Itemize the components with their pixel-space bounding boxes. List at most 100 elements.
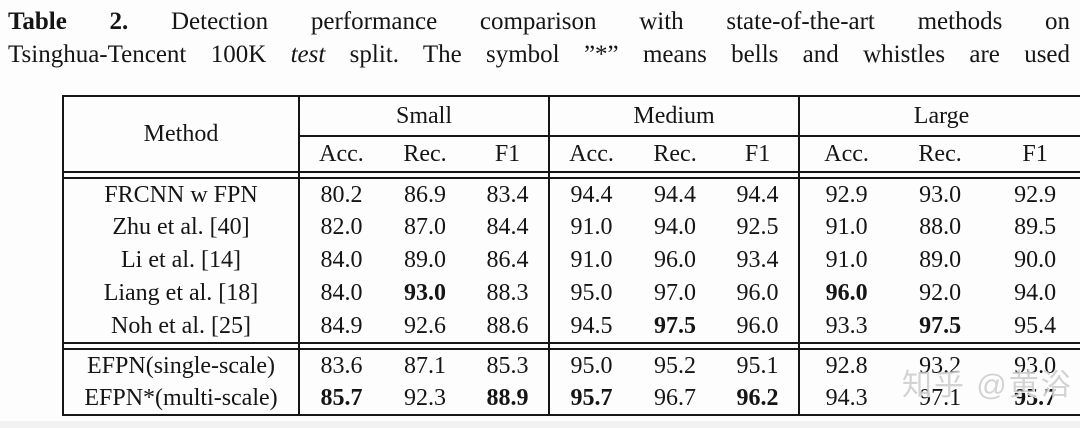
value-cell: 94.5 (548, 310, 634, 343)
value-cell: 94.4 (548, 178, 634, 211)
section-divider-cell (893, 171, 988, 179)
value-cell: 87.1 (404, 352, 446, 379)
value-cell: 90.0 (1014, 247, 1057, 273)
value-cell: 95.2 (654, 352, 697, 379)
value-cell: 89.5 (1014, 214, 1057, 240)
section-divider-cell (798, 342, 894, 350)
col-header-large-acc: Acc. (798, 136, 894, 172)
caption-line-2: Tsinghua-Tencent 100K test split. The sy… (8, 38, 1070, 71)
col-header-medium-acc: Acc. (548, 136, 634, 172)
method-cell: Noh et al. [25] (111, 312, 251, 339)
value-cell: 96.0 (736, 280, 779, 306)
method-cell: EFPN(single-scale) (87, 352, 275, 379)
value-cell: 89.0 (404, 247, 446, 273)
value-cell: 93.3 (798, 310, 894, 343)
value-cell: 96.0 (798, 277, 894, 310)
value-cell: 89.0 (919, 247, 962, 273)
table-caption: Table 2. Detection performance compariso… (0, 0, 1080, 71)
section-divider-cell (63, 342, 299, 350)
section-divider-cell (63, 171, 299, 179)
value-cell: 92.0 (919, 280, 962, 306)
value-cell: 97.1 (919, 384, 962, 411)
section-divider-cell (717, 342, 800, 350)
value-cell: 95.0 (548, 277, 634, 310)
value-cell: 91.0 (548, 244, 634, 277)
bottom-strip (0, 421, 1080, 428)
value-cell: 84.4 (486, 214, 529, 240)
section-divider-cell (383, 171, 467, 179)
col-header-large: Large (798, 96, 1080, 137)
caption-text-2a: Tsinghua-Tencent 100K (8, 41, 267, 68)
value-cell: 88.6 (486, 312, 529, 339)
value-cell: 97.5 (919, 312, 962, 339)
value-cell: 88.3 (486, 280, 529, 306)
value-cell: 93.2 (919, 352, 962, 379)
value-cell: 95.4 (1014, 312, 1057, 339)
table-row: EFPN*(multi-scale) 85.7 92.3 88.9 95.7 96.7 96… (63, 382, 1080, 415)
section-divider-cell (633, 342, 718, 350)
value-cell: 97.0 (654, 280, 697, 306)
value-cell: 92.9 (798, 178, 894, 211)
value-cell: 91.0 (798, 211, 894, 244)
value-cell: 95.7 (1014, 384, 1057, 411)
value-cell: 88.0 (919, 214, 962, 240)
value-cell: 93.0 (919, 181, 962, 208)
method-cell: Liang et al. [18] (103, 280, 259, 306)
table-row: EFPN(single-scale) 83.6 87.1 85.3 95.0 95.2 95… (63, 349, 1080, 382)
value-cell: 80.2 (298, 178, 383, 211)
table-row: Zhu et al. [40] 82.0 87.0 84.4 91.0 94.0 92.5 9… (63, 211, 1080, 244)
section-divider-cell (717, 171, 800, 179)
value-cell: 85.3 (486, 352, 529, 379)
value-cell: 97.5 (654, 312, 697, 339)
value-cell: 87.0 (404, 214, 446, 240)
value-cell: 92.9 (1014, 181, 1057, 208)
table-row: Li et al. [14] 84.0 89.0 86.4 91.0 96.0 93.4 91… (63, 244, 1080, 277)
section-divider-cell (987, 171, 1080, 179)
value-cell: 83.6 (298, 349, 383, 382)
value-cell: 92.8 (798, 349, 894, 382)
section-divider-cell (298, 171, 383, 179)
value-cell: 96.7 (654, 384, 697, 411)
section-divider-cell (467, 171, 550, 179)
value-cell: 91.0 (548, 211, 634, 244)
value-cell: 95.1 (736, 352, 779, 379)
section-divider-cell (548, 171, 634, 179)
method-cell: Zhu et al. [40] (112, 214, 250, 240)
header-group-row: Method Small Medium Large (63, 96, 1080, 147)
value-cell: 85.7 (298, 382, 383, 415)
col-header-large-f1: F1 (1022, 140, 1048, 167)
section-divider-cell (633, 171, 718, 179)
value-cell: 94.3 (798, 382, 894, 415)
caption-label: Table 2. (8, 8, 129, 35)
value-cell: 94.0 (654, 214, 697, 240)
table-row: Liang et al. [18] 84.0 93.0 88.3 95.0 97.0 96.… (63, 277, 1080, 310)
value-cell: 84.9 (298, 310, 383, 343)
value-cell: 84.0 (298, 277, 383, 310)
value-cell: 94.0 (1014, 280, 1057, 306)
section-divider (63, 171, 1080, 179)
col-header-method: Method (143, 120, 219, 147)
value-cell: 86.9 (404, 181, 446, 208)
section-divider-cell (798, 171, 894, 179)
col-header-small: Small (297, 96, 550, 137)
table-body: FRCNN w FPN 80.2 86.9 83.4 94.4 94.4 94.4 92.9 9… (63, 171, 1080, 415)
col-header-small-f1: F1 (494, 140, 521, 167)
value-cell: 96.2 (736, 384, 779, 411)
value-cell: 94.4 (736, 181, 779, 208)
col-header-large-rec: Rec. (918, 140, 962, 167)
table-row: FRCNN w FPN 80.2 86.9 83.4 94.4 94.4 94.4 92.9 9… (63, 178, 1080, 211)
section-divider-cell (467, 342, 550, 350)
section-divider-cell (383, 342, 467, 350)
header-sub-row: Acc. Rec. F1 Acc. Rec. F1 Acc. Rec. F1 (63, 136, 1080, 172)
value-cell: 94.4 (654, 181, 697, 208)
value-cell: 95.0 (548, 349, 634, 382)
col-header-small-rec: Rec. (403, 140, 447, 167)
col-header-medium: Medium (548, 96, 800, 137)
value-cell: 93.0 (404, 280, 446, 306)
value-cell: 96.0 (654, 247, 697, 273)
value-cell: 92.6 (404, 312, 446, 339)
caption-line-1: Table 2. Detection performance compariso… (8, 5, 1070, 38)
caption-italic-test: test (290, 41, 326, 68)
section-divider-cell (893, 342, 988, 350)
caption-text-2b: split. The symbol ”*” means bells and wh… (349, 41, 1071, 68)
